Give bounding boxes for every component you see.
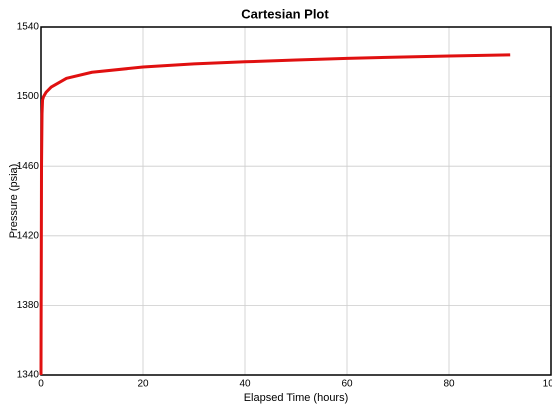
- y-tick-label: 1340: [17, 370, 40, 381]
- y-tick-label: 1420: [17, 230, 40, 241]
- y-axis-label: Pressure (psia): [8, 164, 20, 239]
- x-tick-label: 80: [443, 379, 455, 390]
- x-tick-label: 40: [239, 379, 251, 390]
- y-tick-label: 1460: [17, 161, 40, 172]
- data-line: [39, 53, 511, 376]
- y-tick-label: 1540: [17, 22, 40, 33]
- x-axis-label: Elapsed Time (hours): [244, 392, 349, 404]
- x-tick-label: 20: [137, 379, 149, 390]
- y-tick-label: 1500: [17, 91, 40, 102]
- x-tick-label: 0: [38, 379, 44, 390]
- x-tick-label: 100: [543, 379, 552, 390]
- plot-frame: [40, 26, 552, 376]
- x-tick-label: 60: [341, 379, 353, 390]
- chart-title: Cartesian Plot: [241, 6, 329, 21]
- y-tick-label: 1380: [17, 300, 40, 311]
